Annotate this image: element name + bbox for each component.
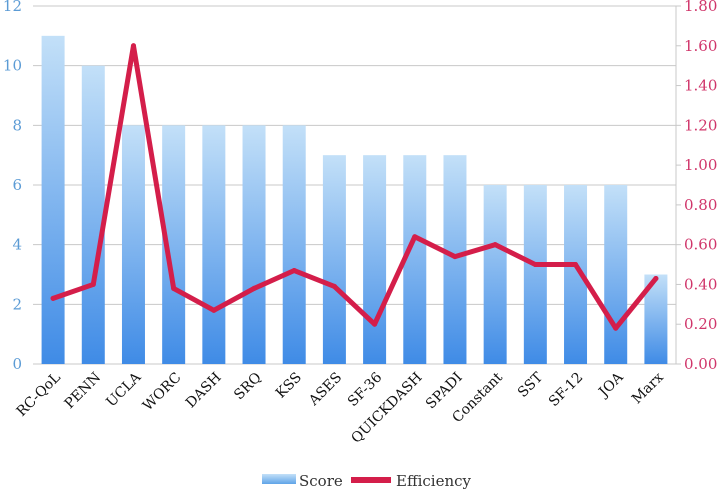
score-bar xyxy=(523,185,547,364)
category-label: DASH xyxy=(183,370,225,412)
category-label: ASES xyxy=(305,370,345,410)
left-tick-label: 10 xyxy=(3,57,22,75)
right-tick-label: 1.20 xyxy=(684,116,717,134)
efficiency-point xyxy=(573,262,579,268)
score-bar xyxy=(564,185,588,364)
efficiency-point xyxy=(331,283,337,289)
score-bar xyxy=(483,185,507,364)
category-label: SRQ xyxy=(231,370,265,404)
score-bar xyxy=(322,155,346,364)
right-tick-label: 0.00 xyxy=(684,355,717,373)
score-bar xyxy=(443,155,467,364)
left-tick-label: 0 xyxy=(12,355,22,373)
score-bar xyxy=(121,125,145,364)
score-bar xyxy=(282,125,306,364)
score-bar xyxy=(604,185,628,364)
right-tick-label: 1.60 xyxy=(684,37,717,55)
score-bar xyxy=(162,125,186,364)
category-label: SF-12 xyxy=(546,370,586,410)
left-tick-label: 8 xyxy=(12,116,22,134)
efficiency-point xyxy=(211,307,217,313)
score-bar xyxy=(644,274,668,364)
right-tick-label: 0.80 xyxy=(684,196,717,214)
right-tick-label: 1.00 xyxy=(684,156,717,174)
efficiency-series-line xyxy=(50,43,659,331)
right-tick-label: 1.80 xyxy=(684,0,717,15)
efficiency-point xyxy=(90,281,96,287)
score-bar xyxy=(41,35,65,364)
efficiency-point xyxy=(452,254,458,260)
efficiency-point xyxy=(251,285,257,291)
efficiency-point xyxy=(372,321,378,327)
right-tick-label: 1.40 xyxy=(684,77,717,95)
efficiency-point xyxy=(613,325,619,331)
category-label: PENN xyxy=(62,370,105,413)
right-tick-label: 0.60 xyxy=(684,236,717,254)
left-tick-label: 12 xyxy=(3,0,22,15)
legend: Score Efficiency xyxy=(262,472,472,490)
legend-efficiency-label: Efficiency xyxy=(396,472,472,490)
left-axis-ticks: 0 2 4 6 8 10 12 xyxy=(3,0,22,373)
left-tick-label: 4 xyxy=(12,236,22,254)
efficiency-point xyxy=(532,262,538,268)
efficiency-point xyxy=(492,242,498,248)
score-bar xyxy=(202,125,226,364)
score-bar xyxy=(242,125,266,364)
efficiency-point xyxy=(171,285,177,291)
category-label: QUICKDASH xyxy=(348,370,425,447)
category-label: RC-QoL xyxy=(14,370,64,420)
category-label: Marx xyxy=(629,369,667,407)
category-label: WORC xyxy=(140,370,185,415)
right-tick-label: 0.20 xyxy=(684,315,717,333)
efficiency-point xyxy=(412,234,418,240)
efficiency-point xyxy=(291,268,297,274)
category-label: JOA xyxy=(595,369,628,402)
score-bar xyxy=(403,155,427,364)
legend-score-swatch xyxy=(262,474,296,484)
efficiency-point xyxy=(130,43,136,49)
efficiency-point xyxy=(653,275,659,281)
score-bar xyxy=(81,65,105,365)
score-bar xyxy=(363,155,387,364)
left-tick-label: 6 xyxy=(12,176,22,194)
right-axis-ticks: 0.00 0.20 0.40 0.60 0.80 1.00 1.20 1.40 1.60 1.80 xyxy=(676,0,717,373)
efficiency-point xyxy=(50,295,56,301)
legend-score-label: Score xyxy=(299,472,343,490)
score-bars xyxy=(41,35,668,365)
category-label: KSS xyxy=(273,370,305,402)
left-tick-label: 2 xyxy=(12,295,22,313)
category-label: UCLA xyxy=(103,369,145,411)
category-label: SST xyxy=(515,369,547,401)
right-tick-label: 0.40 xyxy=(684,275,717,293)
efficiency-line xyxy=(50,43,659,331)
